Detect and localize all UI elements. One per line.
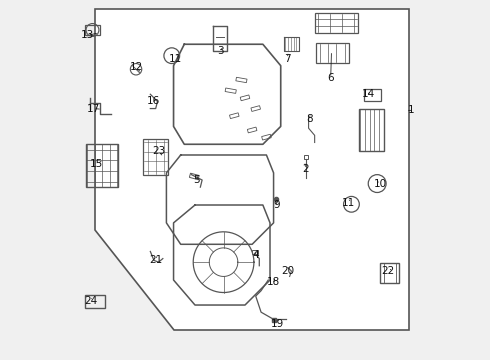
Text: 23: 23: [152, 147, 165, 157]
Bar: [86, 144, 118, 187]
Bar: [251, 106, 261, 112]
Bar: [315, 13, 358, 33]
Text: 21: 21: [149, 255, 162, 265]
Bar: [85, 24, 99, 35]
Bar: [262, 134, 271, 140]
Text: 2: 2: [302, 164, 309, 174]
Bar: [190, 173, 199, 180]
Text: 19: 19: [270, 319, 284, 329]
Text: 9: 9: [274, 200, 280, 210]
Bar: [317, 43, 348, 63]
Text: 11: 11: [169, 54, 182, 64]
Text: 6: 6: [327, 73, 334, 83]
Text: 18: 18: [267, 277, 280, 287]
Bar: [380, 263, 399, 283]
Bar: [225, 88, 236, 93]
Text: 4: 4: [252, 250, 259, 260]
Bar: [304, 155, 308, 159]
Text: 1: 1: [408, 105, 415, 115]
Text: 10: 10: [374, 179, 387, 189]
Text: 13: 13: [80, 30, 94, 40]
Text: 14: 14: [362, 89, 375, 99]
Text: 12: 12: [129, 63, 143, 72]
Text: 17: 17: [87, 104, 100, 113]
Text: 5: 5: [194, 175, 200, 185]
Bar: [240, 95, 250, 101]
Bar: [252, 250, 258, 254]
Bar: [85, 295, 105, 308]
Text: 16: 16: [147, 96, 161, 107]
Bar: [143, 139, 168, 175]
Text: 3: 3: [217, 46, 223, 57]
Polygon shape: [95, 9, 409, 330]
Text: 22: 22: [381, 266, 394, 276]
Text: 8: 8: [306, 114, 313, 124]
Text: 15: 15: [90, 159, 103, 169]
Bar: [359, 109, 384, 152]
Text: 7: 7: [284, 54, 291, 64]
Bar: [365, 89, 381, 101]
Bar: [236, 77, 247, 83]
Text: 20: 20: [281, 266, 294, 276]
Text: 11: 11: [342, 198, 355, 208]
Bar: [247, 127, 257, 133]
Text: 24: 24: [84, 296, 98, 306]
Bar: [229, 113, 239, 118]
